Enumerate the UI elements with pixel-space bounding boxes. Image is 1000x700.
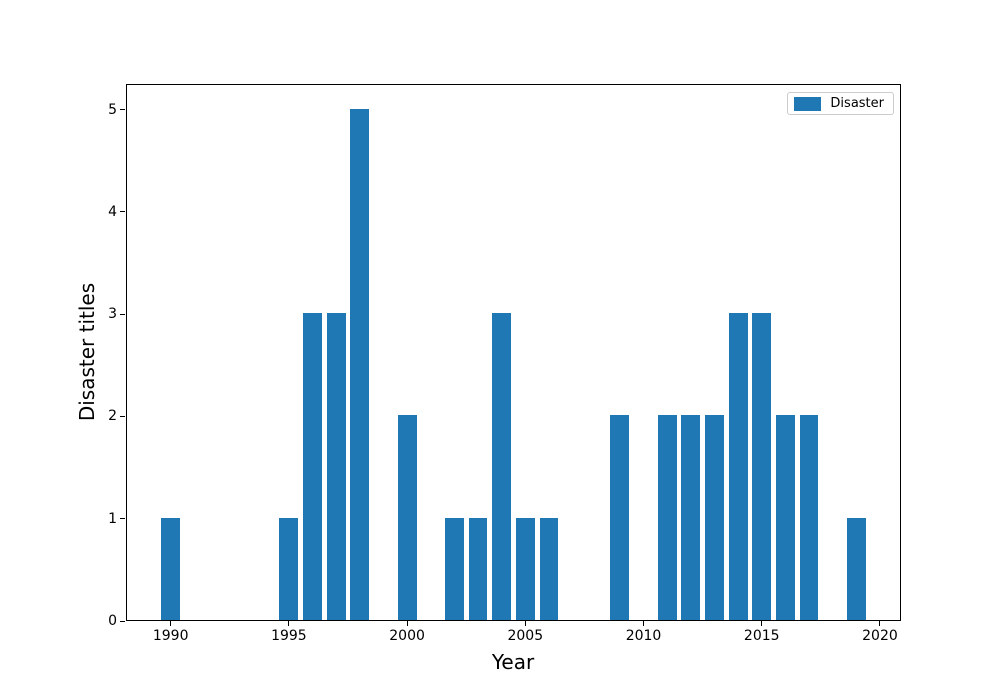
bar-1998 <box>350 108 370 620</box>
legend: Disaster <box>787 92 894 115</box>
bar-2015 <box>752 313 772 620</box>
x-axis-label: Year <box>491 650 535 674</box>
x-tick-1990 <box>170 621 172 626</box>
bar-1995 <box>279 517 299 620</box>
x-tick-label-1995: 1995 <box>271 628 307 644</box>
x-tick-2015 <box>761 621 763 626</box>
bar-1990 <box>161 517 181 620</box>
bar-2000 <box>397 415 417 620</box>
bar-1997 <box>326 313 346 620</box>
x-tick-label-1990: 1990 <box>152 628 189 644</box>
x-tick-label-2010: 2010 <box>625 628 662 644</box>
y-tick-label-4: 4 <box>108 203 117 220</box>
bar-2006 <box>539 517 559 620</box>
bar-2005 <box>515 517 535 620</box>
x-tick-2005 <box>524 621 526 626</box>
bar-2014 <box>728 313 748 620</box>
bar-2009 <box>610 415 630 620</box>
plot-area: Disaster <box>126 84 901 621</box>
y-axis-label: Disaster titles <box>75 282 99 422</box>
x-tick-1995 <box>288 621 290 626</box>
y-tick-label-1: 1 <box>108 510 117 527</box>
y-tick-4 <box>120 211 125 213</box>
bar-2017 <box>799 415 819 620</box>
bar-2011 <box>657 415 677 620</box>
bar-2003 <box>468 517 488 620</box>
bar-2013 <box>705 415 724 620</box>
x-tick-2010 <box>643 621 645 626</box>
y-tick-1 <box>120 518 125 520</box>
y-tick-5 <box>120 109 125 111</box>
x-tick-label-2000: 2000 <box>389 628 425 644</box>
y-tick-2 <box>120 415 125 417</box>
y-tick-label-3: 3 <box>108 306 117 323</box>
bar-2012 <box>681 415 701 620</box>
x-tick-label-2020: 2020 <box>862 628 898 644</box>
bar-2019 <box>846 517 866 620</box>
bar-2002 <box>444 517 464 620</box>
y-tick-label-2: 2 <box>108 408 117 425</box>
legend-label: Disaster <box>830 96 884 111</box>
y-tick-label-0: 0 <box>108 613 117 629</box>
bar-2004 <box>492 313 512 620</box>
x-tick-2020 <box>879 621 881 626</box>
y-tick-0 <box>120 620 125 622</box>
y-tick-3 <box>120 313 125 315</box>
y-tick-label-5: 5 <box>108 101 117 118</box>
legend-swatch-disaster <box>794 96 822 111</box>
bar-1996 <box>303 313 322 620</box>
x-tick-label-2005: 2005 <box>507 628 544 644</box>
bar-2016 <box>775 415 795 620</box>
x-tick-label-2015: 2015 <box>743 628 780 644</box>
x-tick-2000 <box>406 621 408 626</box>
